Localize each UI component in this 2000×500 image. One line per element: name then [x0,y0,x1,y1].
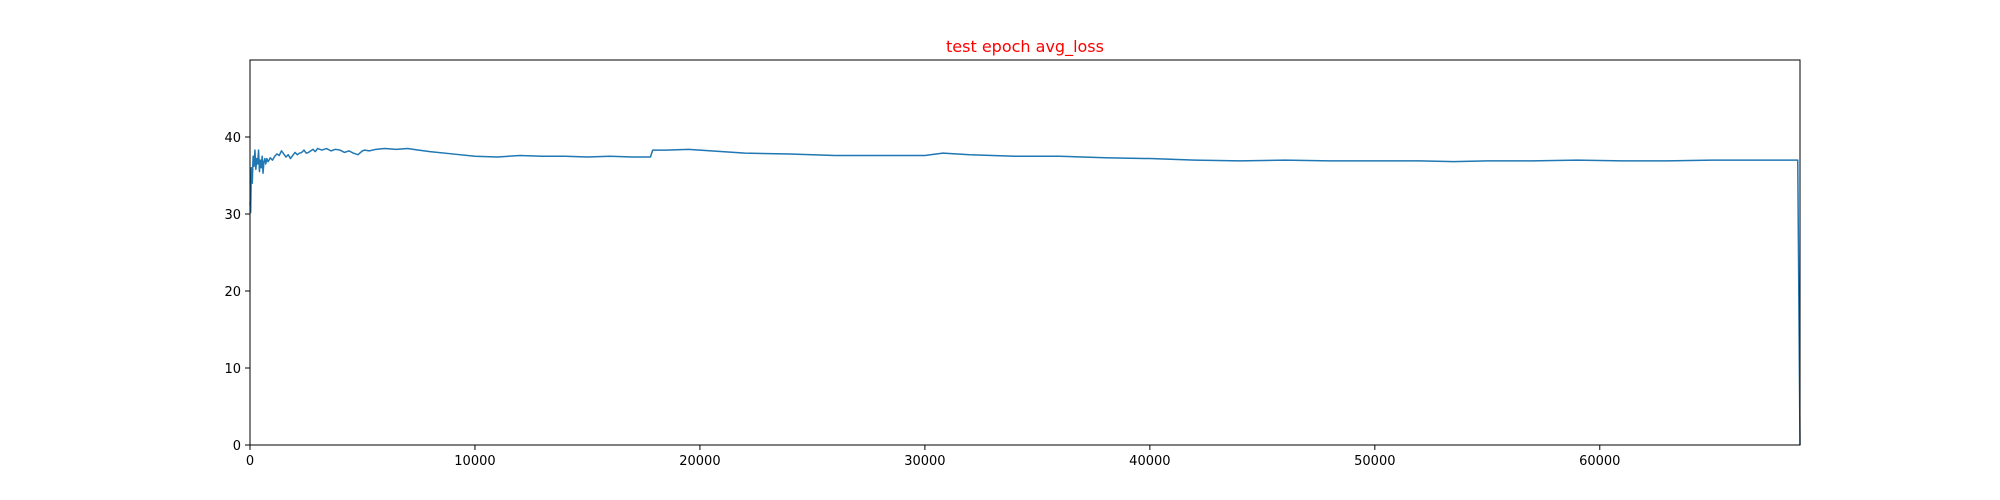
plot-frame [249,59,1801,446]
y-tick-label: 10 [224,362,241,377]
y-axis: 0 10 20 30 40 [224,131,250,454]
y-tick-label: 30 [224,208,241,223]
x-axis: 0 10000 20000 30000 40000 50000 60000 [246,445,1620,469]
chart-title: test epoch avg_loss [946,37,1104,57]
x-tick-label: 10000 [454,454,495,469]
x-tick-label: 0 [246,454,254,469]
x-tick-label: 30000 [904,454,945,469]
y-tick-label: 0 [233,439,241,454]
y-tick-label: 40 [224,131,241,146]
x-tick-label: 40000 [1129,454,1170,469]
series-line [249,147,1801,446]
x-tick-label: 50000 [1354,454,1395,469]
y-tick-label: 20 [224,285,241,300]
series-layer [249,147,1801,446]
x-tick-label: 60000 [1579,454,1620,469]
x-tick-label: 20000 [679,454,720,469]
